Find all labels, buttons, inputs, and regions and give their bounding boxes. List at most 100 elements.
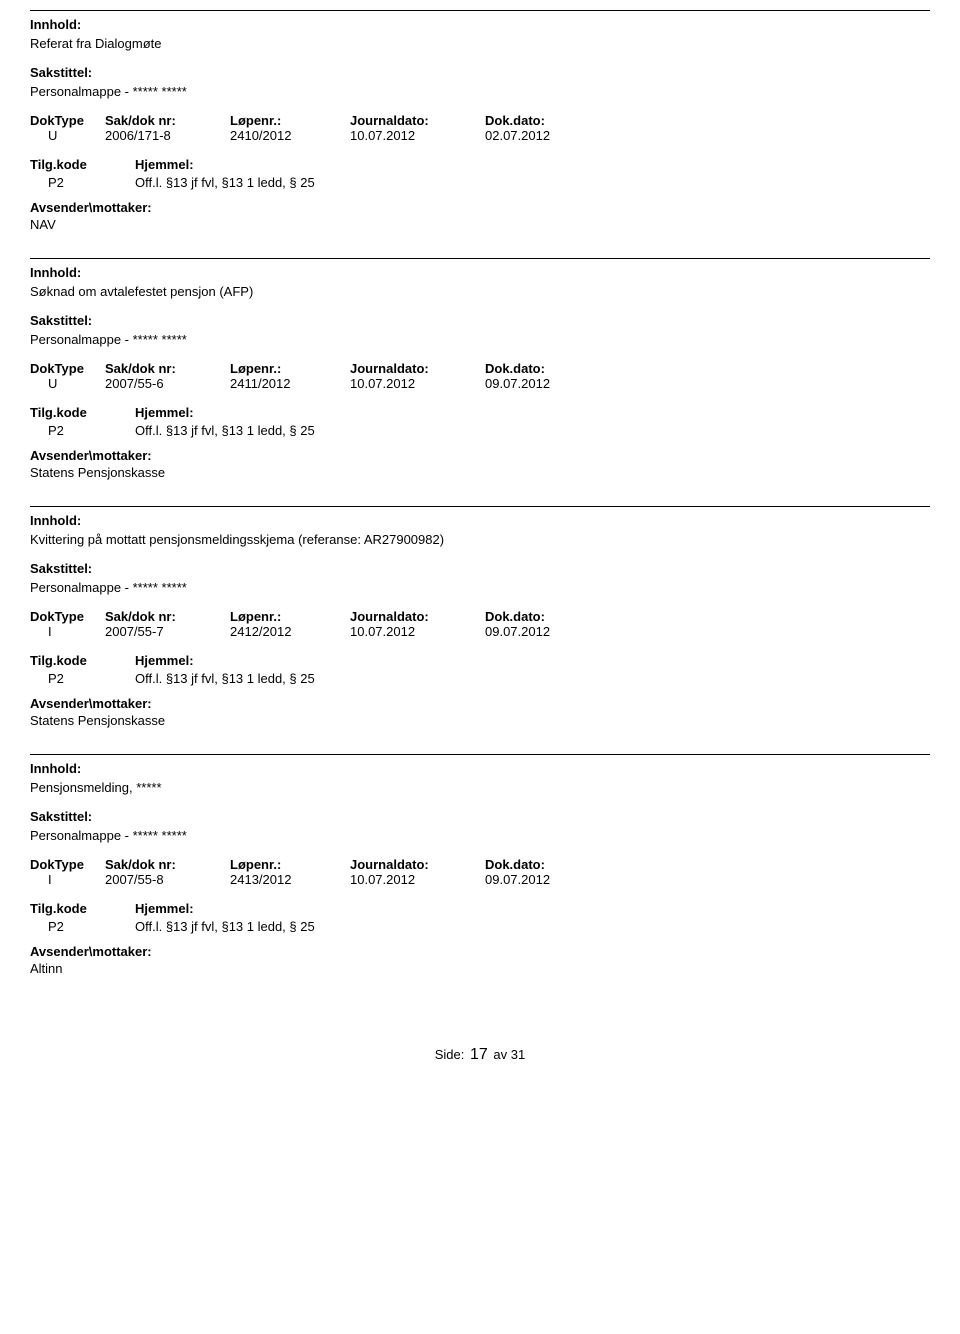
lopenr-value: 2412/2012: [230, 624, 350, 639]
doktype-header: DokType: [30, 609, 105, 624]
meta-data-row: I 2007/55-8 2413/2012 10.07.2012 09.07.2…: [30, 872, 930, 887]
journaldato-value: 10.07.2012: [350, 376, 485, 391]
hjemmel-header-row: Tilg.kode Hjemmel:: [30, 901, 930, 916]
dokdato-value: 09.07.2012: [485, 624, 605, 639]
sakdok-header: Sak/dok nr:: [105, 361, 230, 376]
hjemmel-value: Off.l. §13 jf fvl, §13 1 ledd, § 25: [135, 175, 315, 190]
doktype-header: DokType: [30, 113, 105, 128]
avsender-label: Avsender\mottaker:: [30, 944, 930, 959]
journaldato-header: Journaldato:: [350, 857, 485, 872]
tilgkode-value: P2: [30, 671, 135, 686]
hjemmel-header: Hjemmel:: [135, 157, 194, 172]
lopenr-value: 2411/2012: [230, 376, 350, 391]
av-label: av: [493, 1047, 507, 1062]
page-footer: Side: 17 av 31: [30, 1046, 930, 1064]
meta-header-row: DokType Sak/dok nr: Løpenr.: Journaldato…: [30, 113, 930, 128]
sakstittel-label: Sakstittel:: [30, 65, 930, 80]
meta-header-row: DokType Sak/dok nr: Løpenr.: Journaldato…: [30, 857, 930, 872]
lopenr-header: Løpenr.:: [230, 609, 350, 624]
hjemmel-header-row: Tilg.kode Hjemmel:: [30, 405, 930, 420]
hjemmel-data-row: P2 Off.l. §13 jf fvl, §13 1 ledd, § 25: [30, 175, 930, 190]
tilgkode-header: Tilg.kode: [30, 653, 135, 668]
dokdato-value: 02.07.2012: [485, 128, 605, 143]
sakstittel-value: Personalmappe - ***** *****: [30, 84, 930, 99]
journaldato-header: Journaldato:: [350, 361, 485, 376]
journaldato-header: Journaldato:: [350, 609, 485, 624]
lopenr-value: 2413/2012: [230, 872, 350, 887]
avsender-label: Avsender\mottaker:: [30, 448, 930, 463]
hjemmel-header-row: Tilg.kode Hjemmel:: [30, 157, 930, 172]
side-label: Side:: [435, 1047, 465, 1062]
doktype-value: I: [30, 872, 105, 887]
dokdato-header: Dok.dato:: [485, 857, 605, 872]
sakdok-value: 2007/55-6: [105, 376, 230, 391]
innhold-label: Innhold:: [30, 761, 930, 776]
lopenr-header: Løpenr.:: [230, 113, 350, 128]
lopenr-header: Løpenr.:: [230, 361, 350, 376]
journaldato-header: Journaldato:: [350, 113, 485, 128]
tilgkode-value: P2: [30, 919, 135, 934]
hjemmel-value: Off.l. §13 jf fvl, §13 1 ledd, § 25: [135, 671, 315, 686]
lopenr-header: Løpenr.:: [230, 857, 350, 872]
sakdok-value: 2006/171-8: [105, 128, 230, 143]
sakstittel-label: Sakstittel:: [30, 561, 930, 576]
avsender-label: Avsender\mottaker:: [30, 696, 930, 711]
innhold-value: Kvittering på mottatt pensjonsmeldingssk…: [30, 532, 930, 547]
meta-data-row: U 2006/171-8 2410/2012 10.07.2012 02.07.…: [30, 128, 930, 143]
innhold-label: Innhold:: [30, 17, 930, 32]
sakstittel-value: Personalmappe - ***** *****: [30, 332, 930, 347]
hjemmel-header: Hjemmel:: [135, 405, 194, 420]
innhold-value: Referat fra Dialogmøte: [30, 36, 930, 51]
hjemmel-data-row: P2 Off.l. §13 jf fvl, §13 1 ledd, § 25: [30, 919, 930, 934]
journal-record: Innhold: Pensjonsmelding, ***** Sakstitt…: [30, 754, 930, 976]
avsender-value: Altinn: [30, 961, 930, 976]
sakstittel-value: Personalmappe - ***** *****: [30, 828, 930, 843]
dokdato-header: Dok.dato:: [485, 113, 605, 128]
dokdato-header: Dok.dato:: [485, 609, 605, 624]
sakdok-value: 2007/55-7: [105, 624, 230, 639]
avsender-value: NAV: [30, 217, 930, 232]
journal-record: Innhold: Søknad om avtalefestet pensjon …: [30, 258, 930, 480]
sakstittel-label: Sakstittel:: [30, 809, 930, 824]
doktype-value: U: [30, 128, 105, 143]
sakdok-header: Sak/dok nr:: [105, 857, 230, 872]
innhold-value: Pensjonsmelding, *****: [30, 780, 930, 795]
innhold-label: Innhold:: [30, 513, 930, 528]
meta-data-row: I 2007/55-7 2412/2012 10.07.2012 09.07.2…: [30, 624, 930, 639]
page-total: 31: [511, 1047, 525, 1062]
tilgkode-header: Tilg.kode: [30, 405, 135, 420]
avsender-value: Statens Pensjonskasse: [30, 713, 930, 728]
journaldato-value: 10.07.2012: [350, 128, 485, 143]
journaldato-value: 10.07.2012: [350, 624, 485, 639]
hjemmel-data-row: P2 Off.l. §13 jf fvl, §13 1 ledd, § 25: [30, 423, 930, 438]
innhold-label: Innhold:: [30, 265, 930, 280]
doktype-header: DokType: [30, 361, 105, 376]
avsender-value: Statens Pensjonskasse: [30, 465, 930, 480]
meta-header-row: DokType Sak/dok nr: Løpenr.: Journaldato…: [30, 361, 930, 376]
doktype-value: I: [30, 624, 105, 639]
journaldato-value: 10.07.2012: [350, 872, 485, 887]
tilgkode-value: P2: [30, 175, 135, 190]
page-current: 17: [470, 1046, 488, 1063]
journal-record: Innhold: Referat fra Dialogmøte Sakstitt…: [30, 10, 930, 232]
avsender-label: Avsender\mottaker:: [30, 200, 930, 215]
hjemmel-value: Off.l. §13 jf fvl, §13 1 ledd, § 25: [135, 423, 315, 438]
dokdato-header: Dok.dato:: [485, 361, 605, 376]
sakstittel-value: Personalmappe - ***** *****: [30, 580, 930, 595]
dokdato-value: 09.07.2012: [485, 872, 605, 887]
tilgkode-value: P2: [30, 423, 135, 438]
hjemmel-header: Hjemmel:: [135, 901, 194, 916]
lopenr-value: 2410/2012: [230, 128, 350, 143]
innhold-value: Søknad om avtalefestet pensjon (AFP): [30, 284, 930, 299]
journal-record: Innhold: Kvittering på mottatt pensjonsm…: [30, 506, 930, 728]
hjemmel-data-row: P2 Off.l. §13 jf fvl, §13 1 ledd, § 25: [30, 671, 930, 686]
hjemmel-value: Off.l. §13 jf fvl, §13 1 ledd, § 25: [135, 919, 315, 934]
dokdato-value: 09.07.2012: [485, 376, 605, 391]
tilgkode-header: Tilg.kode: [30, 901, 135, 916]
doktype-value: U: [30, 376, 105, 391]
sakdok-header: Sak/dok nr:: [105, 113, 230, 128]
tilgkode-header: Tilg.kode: [30, 157, 135, 172]
sakstittel-label: Sakstittel:: [30, 313, 930, 328]
hjemmel-header-row: Tilg.kode Hjemmel:: [30, 653, 930, 668]
sakdok-value: 2007/55-8: [105, 872, 230, 887]
